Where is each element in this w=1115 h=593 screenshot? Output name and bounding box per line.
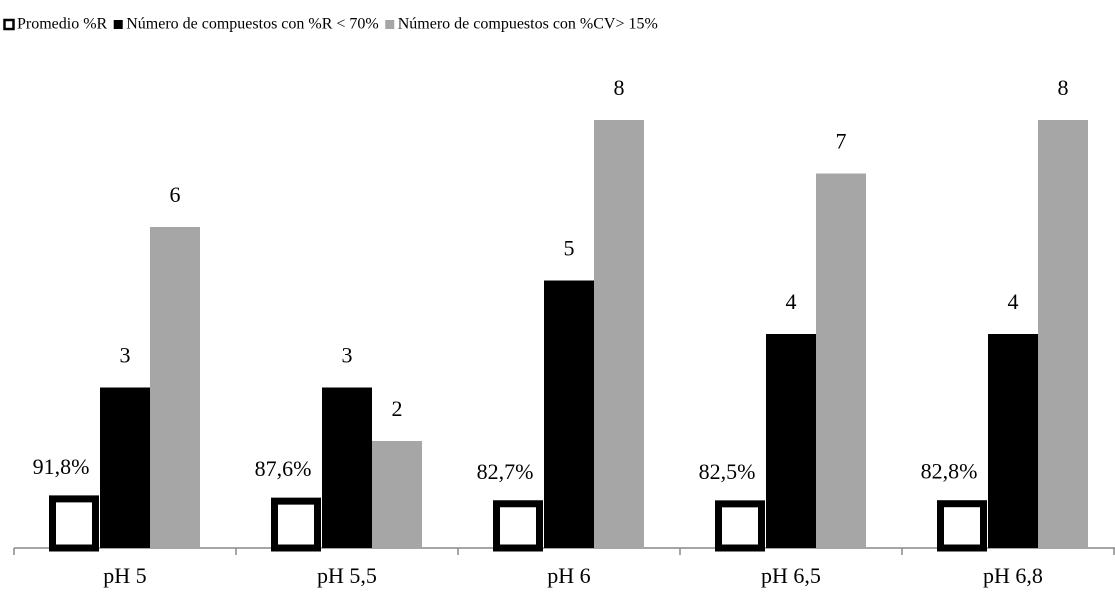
legend-swatch bbox=[113, 20, 123, 29]
bar bbox=[322, 387, 372, 548]
data-label: 82,5% bbox=[699, 459, 756, 484]
data-label: 87,6% bbox=[255, 456, 312, 481]
data-label: 8 bbox=[614, 75, 625, 100]
data-label: 5 bbox=[564, 236, 575, 261]
data-label: 3 bbox=[342, 343, 353, 368]
data-label: 4 bbox=[1008, 289, 1019, 314]
data-label: 2 bbox=[392, 396, 403, 421]
bar bbox=[49, 495, 99, 552]
legend-swatch bbox=[385, 20, 395, 29]
bar bbox=[594, 120, 644, 548]
x-tick-label: pH 6,5 bbox=[761, 563, 821, 588]
data-label: 4 bbox=[786, 289, 797, 314]
data-label: 7 bbox=[836, 129, 847, 154]
x-tick-label: pH 6,8 bbox=[983, 563, 1043, 588]
bar bbox=[988, 334, 1038, 548]
legend-label: Número de compuestos con %R < 70% bbox=[126, 16, 379, 33]
bar bbox=[937, 500, 987, 552]
legend-swatch bbox=[3, 18, 15, 31]
data-label: 91,8% bbox=[33, 454, 90, 479]
bar bbox=[271, 497, 321, 552]
bar bbox=[715, 500, 765, 552]
bar bbox=[544, 280, 594, 548]
x-tick-label: pH 5 bbox=[103, 563, 146, 588]
bar bbox=[766, 334, 816, 548]
data-label: 82,8% bbox=[921, 459, 978, 484]
data-label: 6 bbox=[170, 182, 181, 207]
data-label: 3 bbox=[120, 343, 131, 368]
bar bbox=[100, 387, 150, 548]
x-tick-label: pH 6 bbox=[547, 563, 590, 588]
data-label: 82,7% bbox=[477, 459, 534, 484]
bar bbox=[1038, 120, 1088, 548]
data-label: 8 bbox=[1058, 75, 1069, 100]
bar bbox=[493, 500, 543, 552]
bar bbox=[816, 173, 866, 548]
bar bbox=[150, 227, 200, 548]
legend-label: Número de compuestos con %CV> 15% bbox=[398, 16, 658, 33]
bar bbox=[372, 441, 422, 548]
x-tick-label: pH 5,5 bbox=[317, 563, 377, 588]
legend-label: Promedio %R bbox=[17, 16, 108, 33]
